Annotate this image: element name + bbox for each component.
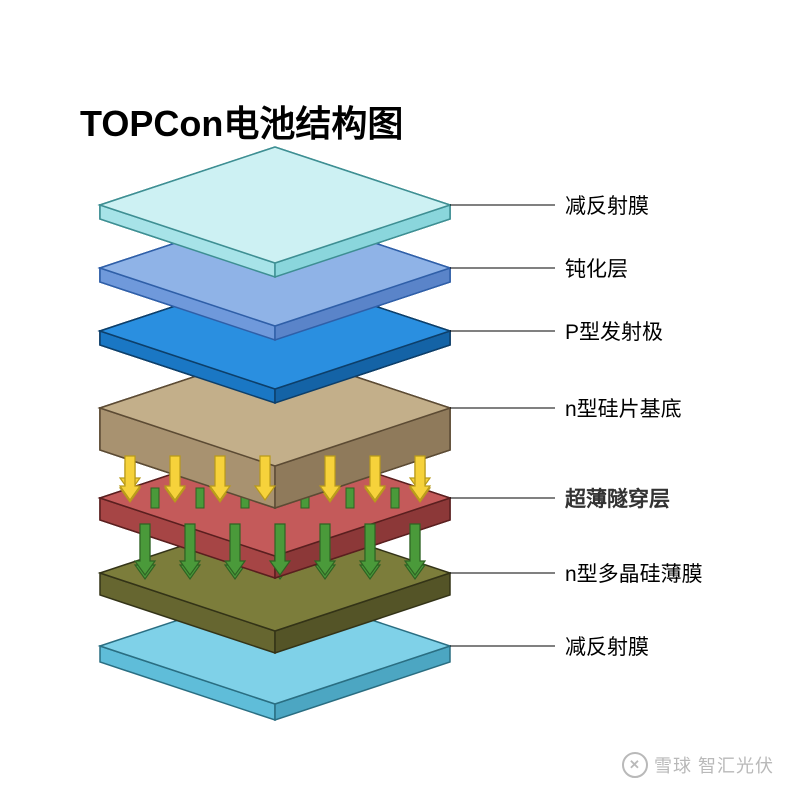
layer-label-l7: 减反射膜 xyxy=(565,631,649,661)
layer-label-l3: P型发射极 xyxy=(565,316,663,346)
layer-label-l4: n型硅片基底 xyxy=(565,393,682,423)
watermark-text-1: 雪球 xyxy=(654,752,692,778)
layer-label-l6: n型多晶硅薄膜 xyxy=(565,558,703,588)
watermark-icon: ✕ xyxy=(622,752,648,778)
layer-top-face xyxy=(100,147,450,263)
layer-label-l5: 超薄隧穿层 xyxy=(565,483,670,513)
green-stub xyxy=(196,488,204,508)
layer-label-l1: 减反射膜 xyxy=(565,190,649,220)
watermark-text-2: 智汇光伏 xyxy=(698,752,774,778)
green-stub xyxy=(151,488,159,508)
layer-label-l2: 钝化层 xyxy=(565,253,628,283)
watermark: ✕ 雪球 智汇光伏 xyxy=(622,752,774,778)
green-stub xyxy=(391,488,399,508)
green-stub xyxy=(346,488,354,508)
